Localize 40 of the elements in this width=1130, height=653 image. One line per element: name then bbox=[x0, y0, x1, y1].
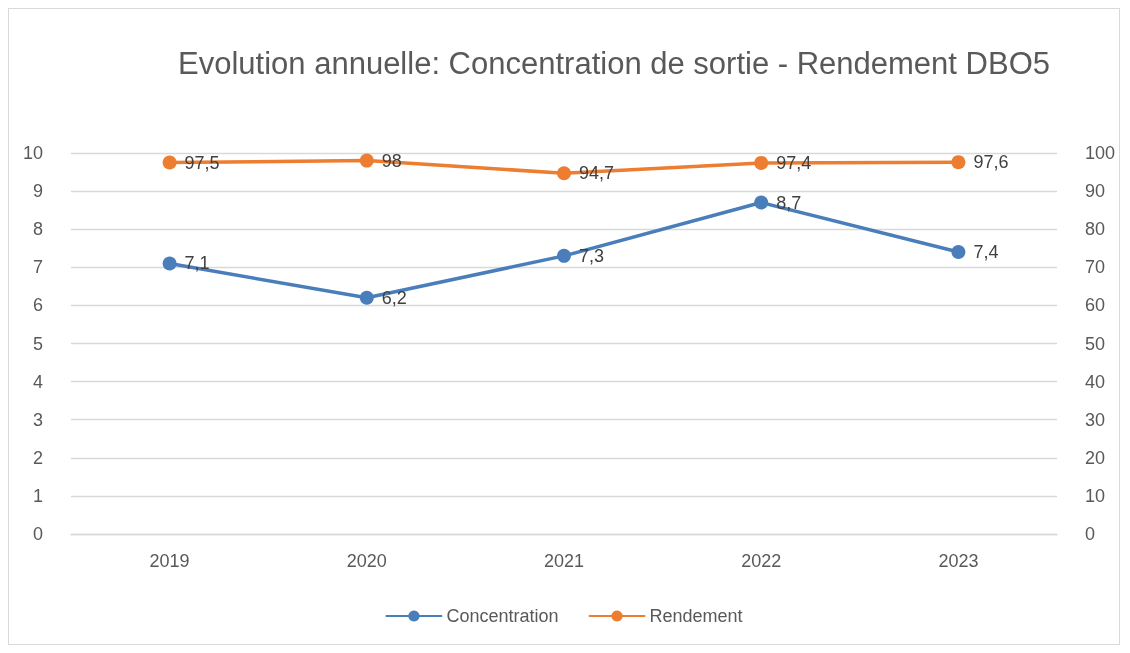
y-tick-label: 10 bbox=[22, 143, 43, 163]
legend-label: Rendement bbox=[649, 606, 743, 626]
x-tick-label: 2021 bbox=[543, 551, 585, 571]
x-tick-label: 2020 bbox=[346, 551, 387, 571]
point bbox=[557, 248, 571, 263]
point bbox=[359, 290, 374, 305]
legend-label: Concentration bbox=[446, 606, 559, 626]
y-tick-label: 0 bbox=[32, 524, 43, 544]
data-label: 7,4 bbox=[973, 242, 999, 263]
y2-tick-label: 20 bbox=[1085, 447, 1106, 468]
y2-tick-label: 30 bbox=[1085, 409, 1106, 430]
y-tick-label: 3 bbox=[32, 409, 43, 430]
x-tick-label: 2019 bbox=[149, 551, 190, 571]
point bbox=[951, 245, 966, 260]
y-tick-label: 6 bbox=[32, 295, 43, 316]
data-label: 6,2 bbox=[381, 287, 407, 308]
data-label: 8,7 bbox=[776, 192, 802, 213]
y2-tick-label: 60 bbox=[1085, 295, 1106, 316]
y2-tick-label: 100 bbox=[1085, 143, 1116, 163]
y-tick-label: 5 bbox=[32, 333, 43, 354]
y-tick-label: 7 bbox=[32, 257, 43, 278]
point bbox=[754, 195, 769, 210]
chart-title: Evolution annuelle: Concentration de sortie - Rendement DBO5 bbox=[178, 45, 1050, 81]
x-tick-label: 2023 bbox=[938, 551, 979, 571]
y2-tick-label: 90 bbox=[1085, 181, 1106, 202]
x-tick-label: 2022 bbox=[741, 551, 782, 571]
y2-tick-label: 70 bbox=[1085, 257, 1106, 278]
point bbox=[162, 256, 177, 271]
y-tick-label: 2 bbox=[32, 447, 43, 468]
y2-tick-label: 10 bbox=[1085, 485, 1106, 506]
y-tick-label: 9 bbox=[32, 181, 43, 202]
y-tick-label: 1 bbox=[32, 485, 43, 506]
y-tick-label: 8 bbox=[32, 219, 43, 240]
y-tick-label: 4 bbox=[32, 371, 43, 392]
data-label: 97,6 bbox=[973, 152, 1009, 173]
data-label: 7,3 bbox=[579, 245, 605, 266]
y2-tick-label: 40 bbox=[1085, 371, 1106, 392]
y2-tick-label: 80 bbox=[1085, 219, 1106, 240]
y2-tick-label: 50 bbox=[1085, 333, 1106, 354]
y2-tick-label: 0 bbox=[1085, 524, 1096, 544]
